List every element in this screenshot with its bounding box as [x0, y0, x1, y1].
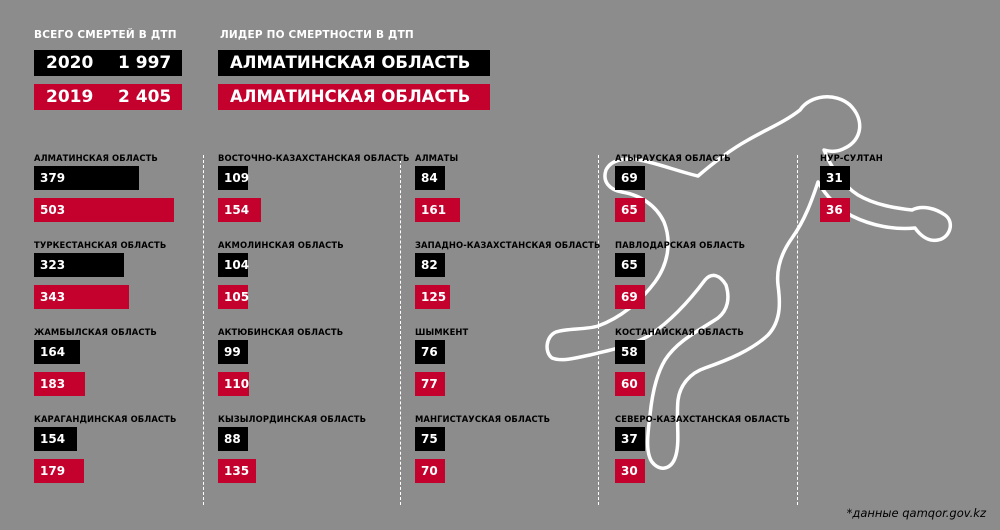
region-name: НУР-СУЛТАН [820, 153, 883, 163]
bar-2019: 179 [34, 459, 84, 483]
leader-label: ЛИДЕР ПО СМЕРТНОСТИ В ДТП [220, 29, 414, 41]
source-note: *данные qamqor.gov.kz [846, 506, 986, 520]
total-2019-box: 2019 2 405 [34, 84, 182, 110]
bar-2020: 31 [820, 166, 850, 190]
bar-2020: 323 [34, 253, 124, 277]
bar-2020: 65 [615, 253, 645, 277]
region-name: АТЫРАУСКАЯ ОБЛАСТЬ [615, 153, 731, 163]
region-name: АЛМАТЫ [415, 153, 459, 163]
column-divider [400, 155, 401, 505]
leader-2020-box: АЛМАТИНСКАЯ ОБЛАСТЬ [218, 50, 490, 76]
leader-2019-box: АЛМАТИНСКАЯ ОБЛАСТЬ [218, 84, 490, 110]
total-deaths-label: ВСЕГО СМЕРТЕЙ В ДТП [34, 29, 177, 41]
bar-2020: 104 [218, 253, 249, 277]
bar-2020: 76 [415, 340, 445, 364]
total-2020-box: 2020 1 997 [34, 50, 182, 76]
region-name: КЫЗЫЛОРДИНСКАЯ ОБЛАСТЬ [218, 414, 367, 424]
bar-2019: 503 [34, 198, 174, 222]
bar-2020: 37 [615, 427, 645, 451]
bar-2020: 75 [415, 427, 445, 451]
bar-2019: 77 [415, 372, 445, 396]
bar-2020: 154 [34, 427, 77, 451]
total-2020-year: 2020 [46, 53, 94, 73]
bar-2020: 82 [415, 253, 445, 277]
bar-2019: 60 [615, 372, 645, 396]
bar-2019: 105 [218, 285, 249, 309]
bar-2019: 161 [415, 198, 460, 222]
bar-2020: 69 [615, 166, 645, 190]
bar-2019: 30 [615, 459, 645, 483]
region-name: ШЫМКЕНТ [415, 327, 469, 337]
region-name: МАНГИСТАУСКАЯ ОБЛАСТЬ [415, 414, 551, 424]
region-name: АКМОЛИНСКАЯ ОБЛАСТЬ [218, 240, 344, 250]
bar-2020: 58 [615, 340, 645, 364]
total-2019-value: 2 405 [118, 87, 172, 107]
region-name: ПАВЛОДАРСКАЯ ОБЛАСТЬ [615, 240, 746, 250]
region-name: СЕВЕРО-КАЗАХСТАНСКАЯ ОБЛАСТЬ [615, 414, 791, 424]
column-divider [797, 155, 798, 505]
bar-2019: 183 [34, 372, 85, 396]
column-divider [203, 155, 204, 505]
total-2020-value: 1 997 [118, 53, 172, 73]
bar-2020: 99 [218, 340, 248, 364]
bar-2019: 135 [218, 459, 256, 483]
region-name: ЗАПАДНО-КАЗАХСТАНСКАЯ ОБЛАСТЬ [415, 240, 601, 250]
region-name: АЛМАТИНСКАЯ ОБЛАСТЬ [34, 153, 158, 163]
bar-2020: 379 [34, 166, 140, 190]
region-name: ТУРКЕСТАНСКАЯ ОБЛАСТЬ [34, 240, 167, 250]
bar-2019: 125 [415, 285, 450, 309]
bar-2020: 84 [415, 166, 445, 190]
region-name: ЖАМБЫЛСКАЯ ОБЛАСТЬ [34, 327, 157, 337]
region-name: КОСТАНАЙСКАЯ ОБЛАСТЬ [615, 327, 744, 337]
bar-2019: 36 [820, 198, 850, 222]
bar-2019: 65 [615, 198, 645, 222]
region-name: КАРАГАНДИНСКАЯ ОБЛАСТЬ [34, 414, 177, 424]
bar-2019: 110 [218, 372, 249, 396]
region-name: АКТЮБИНСКАЯ ОБЛАСТЬ [218, 327, 344, 337]
bar-2020: 109 [218, 166, 249, 190]
region-name: ВОСТОЧНО-КАЗАХСТАНСКАЯ ОБЛАСТЬ [218, 153, 410, 163]
bar-2019: 343 [34, 285, 130, 309]
column-divider [598, 155, 599, 505]
bar-2020: 164 [34, 340, 80, 364]
bar-2019: 70 [415, 459, 445, 483]
bar-2019: 154 [218, 198, 261, 222]
bar-2019: 69 [615, 285, 645, 309]
total-2019-year: 2019 [46, 87, 94, 107]
bar-2020: 88 [218, 427, 248, 451]
